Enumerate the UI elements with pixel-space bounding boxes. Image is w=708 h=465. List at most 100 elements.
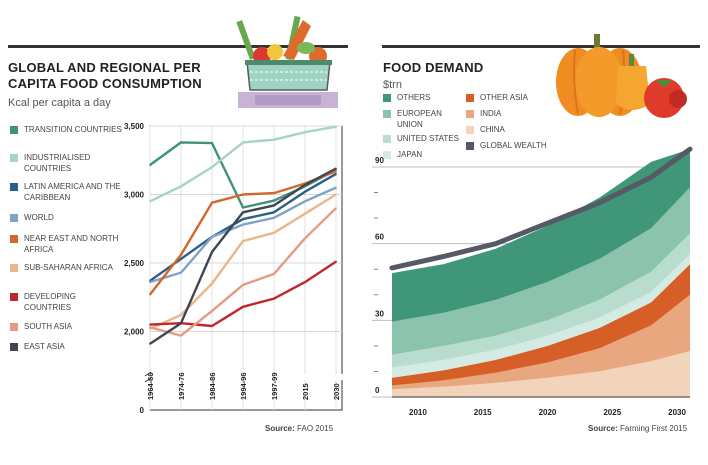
legend-label: LATIN AMERICA AND THE CARIBBEAN <box>24 182 121 202</box>
legend-swatch <box>10 293 18 301</box>
line-point-industrialised-countries <box>211 166 213 169</box>
legend-swatch <box>383 94 391 102</box>
line-point-south-asia <box>335 207 337 210</box>
line-point-south-asia <box>149 326 151 329</box>
left-y-tick-label: 3,000 <box>124 190 145 199</box>
vegetable-basket-illustration <box>236 15 338 108</box>
right-y-tick-label: 90 <box>375 156 384 165</box>
area-european-union <box>392 187 690 355</box>
legend-label: DEVELOPING COUNTRIES <box>24 292 77 312</box>
legend-label: CHINA <box>480 125 505 134</box>
legend-item-japan: JAPAN <box>383 149 468 160</box>
legend-label: WORLD <box>24 213 54 222</box>
legend-label: INDIA <box>480 109 502 118</box>
line-point-south-asia <box>304 237 306 240</box>
right-source-label: Source: <box>588 424 618 433</box>
left-axis-break-gap <box>146 374 346 380</box>
line-point-world <box>149 281 151 283</box>
legend-label: SUB-SAHARAN AFRICA <box>24 263 113 272</box>
line-point-developing-countries <box>149 323 151 326</box>
line-point-world <box>335 186 337 189</box>
line-point-world <box>242 223 244 226</box>
line-point-near-east-and-north-africa <box>242 193 244 196</box>
line-point-south-asia <box>180 334 182 337</box>
line-point-industrialised-countries <box>242 141 244 144</box>
legend-label: EUROPEAN UNION <box>397 109 442 129</box>
line-point-east-asia <box>180 322 182 325</box>
line-point-sub-saharan-africa <box>211 282 213 285</box>
legend-swatch <box>383 151 391 159</box>
line-point-industrialised-countries <box>335 125 337 128</box>
legend-label: SOUTH ASIA <box>24 322 73 331</box>
right-source-text: Farming First 2015 <box>620 424 688 433</box>
right-x-tick-label: 2025 <box>603 408 621 417</box>
line-point-sub-saharan-africa <box>180 314 182 316</box>
left-y-tick-label: 2,500 <box>124 259 145 268</box>
right-chart-subtitle: $trn <box>383 79 402 91</box>
legend-item-european-union: EUROPEAN UNION <box>383 108 468 130</box>
left-y-zero-label: 0 <box>140 406 145 415</box>
line-point-latin-america-and-the-caribbean <box>273 211 275 214</box>
legend-item-global-wealth: GLOBAL WEALTH <box>466 140 551 151</box>
line-point-transition-countries <box>149 164 151 166</box>
area-japan <box>392 253 690 378</box>
line-point-developing-countries <box>242 305 244 308</box>
legend-swatch <box>10 154 18 162</box>
legend-item-near-east-and-north-africa: NEAR EAST AND NORTH AFRICA <box>10 233 122 255</box>
line-point-latin-america-and-the-caribbean <box>180 258 182 260</box>
line-point-developing-countries <box>304 281 306 283</box>
line-point-latin-america-and-the-caribbean <box>335 173 337 175</box>
line-point-transition-countries <box>180 141 182 144</box>
legend-item-latin-america-and-the-caribbean: LATIN AMERICA AND THE CARIBBEAN <box>10 181 122 203</box>
legend-item-world: WORLD <box>10 212 122 223</box>
left-x-tick-label: 1994-96 <box>239 372 248 400</box>
left-axis-break-mark <box>144 371 152 383</box>
right-x-tick-label: 2015 <box>474 408 492 417</box>
legend-label: OTHERS <box>397 93 431 102</box>
left-x-tick-label: 1997-99 <box>270 372 279 400</box>
legend-swatch <box>10 126 18 134</box>
line-point-transition-countries <box>242 206 244 209</box>
line-point-world <box>304 200 306 203</box>
legend-item-sub-saharan-africa: SUB-SAHARAN AFRICA <box>10 262 122 273</box>
left-title-line-2: CAPITA FOOD CONSUMPTION <box>8 76 202 91</box>
line-point-sub-saharan-africa <box>242 240 244 243</box>
line-point-east-asia <box>149 342 151 345</box>
legend-item-china: CHINA <box>466 124 551 135</box>
legend-swatch <box>383 135 391 143</box>
left-chart-title: GLOBAL AND REGIONAL PER CAPITA FOOD CONS… <box>8 60 202 92</box>
line-point-south-asia <box>242 284 244 286</box>
line-global-wealth <box>389 146 693 271</box>
right-y-tick-label: 30 <box>375 309 384 318</box>
legend-swatch <box>466 126 474 134</box>
legend-item-east-asia: EAST ASIA <box>10 341 122 352</box>
pumpkin-pepper-illustration <box>556 34 687 118</box>
right-title-rule <box>382 45 700 48</box>
right-chart-title: FOOD DEMAND <box>383 60 484 75</box>
area-other-asia <box>392 264 690 386</box>
right-x-tick-label: 2030 <box>668 408 686 417</box>
legend-label: TRANSITION COUNTRIES <box>24 125 122 134</box>
left-x-tick-label: 1964-66 <box>146 372 155 400</box>
legend-swatch <box>10 264 18 272</box>
line-point-sub-saharan-africa <box>273 231 275 234</box>
line-point-world <box>211 236 213 238</box>
legend-label: INDUSTRIALISED COUNTRIES <box>24 153 91 173</box>
line-point-near-east-and-north-africa <box>180 253 182 256</box>
line-point-industrialised-countries <box>304 131 306 134</box>
right-chart: 0 30 60 90 2010 2015 2020 2025 2030 <box>372 146 693 417</box>
line-point-world <box>273 216 275 219</box>
line-point-near-east-and-north-africa <box>149 293 151 296</box>
line-point-developing-countries <box>273 297 275 300</box>
right-x-tick-label: 2010 <box>409 408 427 417</box>
legend-swatch <box>10 183 18 191</box>
left-chart-subtitle: Kcal per capita a day <box>8 97 111 109</box>
legend-item-united-states: UNITED STATES <box>383 133 468 144</box>
line-point-near-east-and-north-africa <box>335 170 337 173</box>
line-point-industrialised-countries <box>149 200 151 203</box>
right-y-tick-label: 0 <box>375 386 380 395</box>
line-point-developing-countries <box>335 260 337 263</box>
legend-label: OTHER ASIA <box>480 93 529 102</box>
left-x-tick-label: 2030 <box>332 383 341 400</box>
